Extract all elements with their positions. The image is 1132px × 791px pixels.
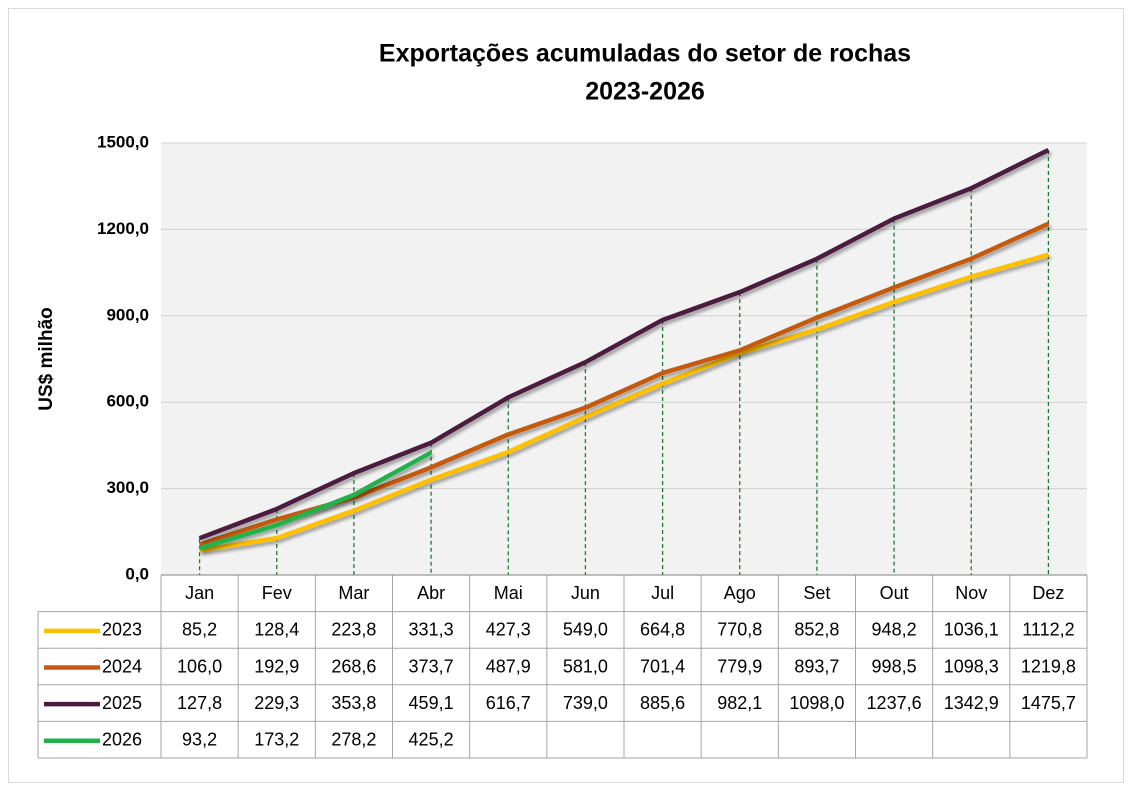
- table-value: 1342,9: [944, 693, 999, 713]
- table-value: 353,8: [331, 693, 376, 713]
- x-tick-label: Dez: [1032, 583, 1064, 603]
- x-tick-label: Ago: [724, 583, 756, 603]
- y-tick-label: 0,0: [125, 564, 149, 583]
- table-value: 701,4: [640, 656, 685, 676]
- table-value: 192,9: [254, 656, 299, 676]
- table-value: 1036,1: [944, 620, 999, 640]
- table-value: 1098,3: [944, 656, 999, 676]
- x-tick-label: Abr: [417, 583, 445, 603]
- x-tick-label: Mar: [338, 583, 369, 603]
- x-tick-label: Set: [803, 583, 830, 603]
- y-tick-label: 1200,0: [97, 219, 149, 238]
- table-value: 427,3: [486, 620, 531, 640]
- table-value: 1112,2: [1022, 620, 1074, 640]
- table-value: 373,7: [409, 656, 454, 676]
- legend-label: 2025: [102, 693, 142, 713]
- table-value: 948,2: [872, 620, 917, 640]
- table-value: 664,8: [640, 620, 685, 640]
- table-value: 425,2: [409, 729, 454, 749]
- x-tick-label: Mai: [494, 583, 523, 603]
- table-value: 739,0: [563, 693, 608, 713]
- y-tick-label: 1500,0: [97, 132, 149, 151]
- x-tick-label: Fev: [262, 583, 292, 603]
- table-value: 885,6: [640, 693, 685, 713]
- x-tick-label: Jan: [185, 583, 214, 603]
- table-value: 93,2: [182, 729, 217, 749]
- table-value: 459,1: [409, 693, 454, 713]
- table-value: 268,6: [331, 656, 376, 676]
- y-tick-label: 600,0: [106, 392, 149, 411]
- table-value: 998,5: [872, 656, 917, 676]
- table-value: 487,9: [486, 656, 531, 676]
- table-value: 331,3: [409, 620, 454, 640]
- x-tick-label: Out: [880, 583, 909, 603]
- table-value: 173,2: [254, 729, 299, 749]
- table-value: 128,4: [254, 620, 299, 640]
- table-value: 1098,0: [789, 693, 844, 713]
- table-value: 852,8: [794, 620, 839, 640]
- series-line: [198, 450, 433, 551]
- x-tick-label: Nov: [955, 583, 987, 603]
- table-value: 982,1: [717, 693, 762, 713]
- chart-title: Exportações acumuladas do setor de rocha…: [379, 40, 911, 68]
- table-value: 85,2: [182, 620, 217, 640]
- chart-title: 2023-2026: [585, 78, 705, 106]
- y-tick-label: 900,0: [106, 305, 149, 324]
- table-value: 893,7: [794, 656, 839, 676]
- legend-label: 2023: [102, 620, 142, 640]
- table-value: 581,0: [563, 656, 608, 676]
- table-value: 223,8: [331, 620, 376, 640]
- table-value: 127,8: [177, 693, 222, 713]
- plot-area: [161, 143, 1087, 575]
- table-value: 1219,8: [1021, 656, 1076, 676]
- legend-label: 2026: [102, 729, 142, 749]
- table-value: 106,0: [177, 656, 222, 676]
- legend-label: 2024: [102, 656, 142, 676]
- x-tick-label: Jun: [571, 583, 600, 603]
- series-line: [198, 147, 1050, 541]
- table-value: 770,8: [717, 620, 762, 640]
- table-value: 549,0: [563, 620, 608, 640]
- y-tick-label: 300,0: [106, 478, 149, 497]
- table-value: 1475,7: [1021, 693, 1076, 713]
- table-value: 229,3: [254, 693, 299, 713]
- table-value: 1237,6: [867, 693, 922, 713]
- series-line: [199, 252, 1050, 553]
- table-value: 779,9: [717, 656, 762, 676]
- table-value: 616,7: [486, 693, 531, 713]
- table-value: 278,2: [331, 729, 376, 749]
- y-axis-label: US$ milhão: [36, 307, 57, 410]
- x-tick-label: Jul: [651, 583, 674, 603]
